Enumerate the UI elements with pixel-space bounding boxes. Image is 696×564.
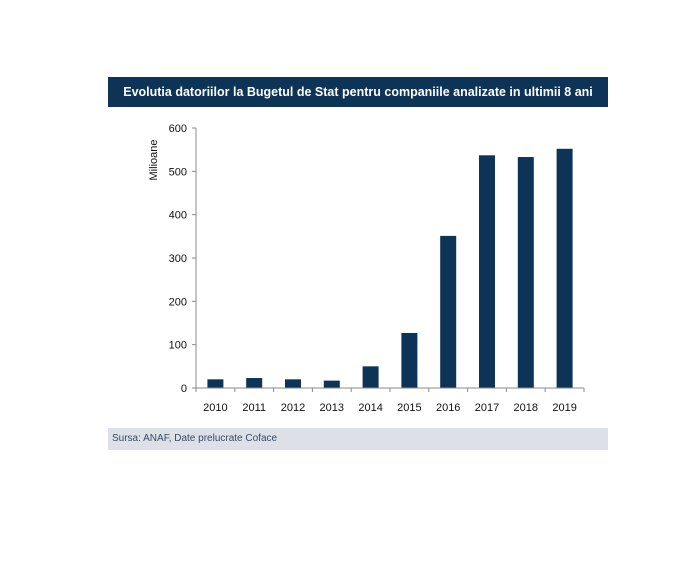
y-tick-label: 600 — [169, 123, 187, 135]
x-tick-label: 2014 — [358, 402, 382, 414]
x-tick-label: 2018 — [514, 402, 538, 414]
y-tick-label: 0 — [181, 383, 187, 395]
y-tick-label: 300 — [169, 253, 187, 265]
bar-2010 — [207, 379, 224, 388]
bar-2012 — [285, 379, 301, 388]
chart-title: Evolutia datoriilor la Bugetul de Stat p… — [108, 77, 608, 107]
x-tick-label: 2015 — [397, 402, 421, 414]
x-tick-label: 2019 — [552, 402, 576, 414]
y-tick-label: 200 — [169, 296, 187, 308]
source-note: Sursa: ANAF, Date prelucrate Coface — [108, 428, 608, 450]
x-tick-label: 2012 — [281, 402, 305, 414]
bar-2016 — [440, 235, 457, 388]
x-tick-label: 2016 — [436, 402, 460, 414]
bar-2015 — [401, 332, 418, 388]
bar-2017 — [479, 155, 495, 388]
bar-2019 — [556, 148, 573, 388]
x-tick-label: 2010 — [203, 402, 227, 414]
y-axis-label: Milioane — [148, 140, 160, 181]
y-tick-label: 100 — [169, 340, 187, 352]
y-axis: 0 100 200 300 400 500 600 — [169, 123, 197, 395]
y-tick-label: 400 — [169, 210, 187, 222]
bar-2011 — [246, 378, 263, 388]
x-axis: 2010 2011 2012 2013 2014 2015 2016 2017 2018 2019 — [195, 387, 585, 414]
x-tick-label: 2017 — [475, 402, 499, 414]
x-tick-label: 2013 — [320, 402, 344, 414]
y-tick-label: 500 — [169, 166, 187, 178]
bars-group — [207, 148, 573, 388]
bar-2013 — [323, 380, 340, 388]
bar-2018 — [517, 157, 534, 388]
x-tick-label: 2011 — [242, 402, 266, 414]
bar-2014 — [362, 366, 379, 388]
